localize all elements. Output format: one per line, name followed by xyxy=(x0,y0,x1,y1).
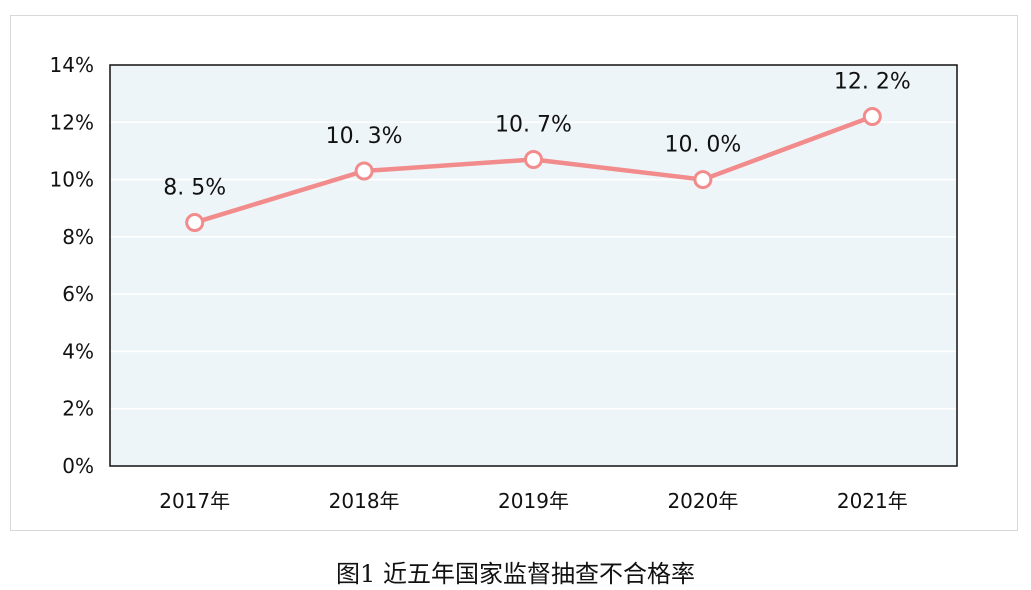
data-point xyxy=(693,170,713,190)
data-markers xyxy=(185,107,882,233)
data-label: 12. 2% xyxy=(834,70,911,95)
y-tick-label: 12% xyxy=(50,110,94,134)
x-tick-label: 2018年 xyxy=(329,489,400,513)
data-label: 10. 7% xyxy=(495,113,572,138)
y-tick-label: 4% xyxy=(62,339,94,363)
data-label: 8. 5% xyxy=(163,176,226,201)
gridlines xyxy=(110,121,957,410)
data-label: 10. 3% xyxy=(326,124,403,149)
y-tick-label: 14% xyxy=(50,53,94,77)
y-axis-ticks: 0% 2% 4% 6% 8% 10% 12% 14% xyxy=(50,53,94,478)
y-tick-label: 10% xyxy=(50,168,94,192)
data-point xyxy=(524,150,543,170)
x-axis-ticks: 2017年 2018年 2019年 2020年 2021年 xyxy=(159,489,908,513)
y-tick-label: 8% xyxy=(62,225,94,249)
x-tick-label: 2021年 xyxy=(837,489,908,513)
plot-area xyxy=(110,65,957,466)
axes xyxy=(109,64,958,467)
plot-border xyxy=(109,64,958,467)
data-label: 10. 0% xyxy=(664,133,741,158)
figure-caption: 图1 近五年国家监督抽查不合格率 xyxy=(336,560,695,588)
y-tick-label: 0% xyxy=(62,454,94,478)
data-labels: 8. 5% 10. 3% 10. 7% 10. 0% 12. 2% xyxy=(163,70,910,201)
x-tick-label: 2017年 xyxy=(159,489,230,513)
data-point xyxy=(185,213,205,233)
data-point xyxy=(354,161,374,181)
y-tick-label: 6% xyxy=(62,282,94,306)
data-point xyxy=(862,107,882,127)
y-tick-label: 2% xyxy=(62,397,94,421)
x-tick-label: 2020年 xyxy=(667,489,738,513)
line-chart: 0% 2% 4% 6% 8% 10% 12% 14% 2017年 2018年 2019年 2020年… xyxy=(50,53,958,513)
x-tick-label: 2019年 xyxy=(498,489,569,513)
